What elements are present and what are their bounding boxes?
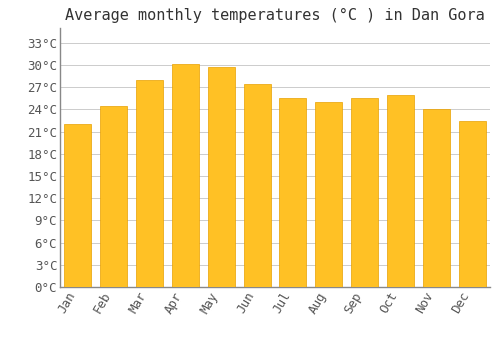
Bar: [64, 124, 92, 287]
Title: Average monthly temperatures (°C ) in Dan Gora: Average monthly temperatures (°C ) in Da…: [65, 8, 485, 23]
Bar: [208, 67, 234, 287]
Bar: [423, 110, 450, 287]
Bar: [172, 64, 199, 287]
Bar: [100, 106, 127, 287]
Bar: [280, 98, 306, 287]
Bar: [458, 120, 485, 287]
Bar: [351, 98, 378, 287]
Bar: [316, 102, 342, 287]
Bar: [387, 94, 414, 287]
Bar: [244, 84, 270, 287]
Bar: [136, 80, 163, 287]
